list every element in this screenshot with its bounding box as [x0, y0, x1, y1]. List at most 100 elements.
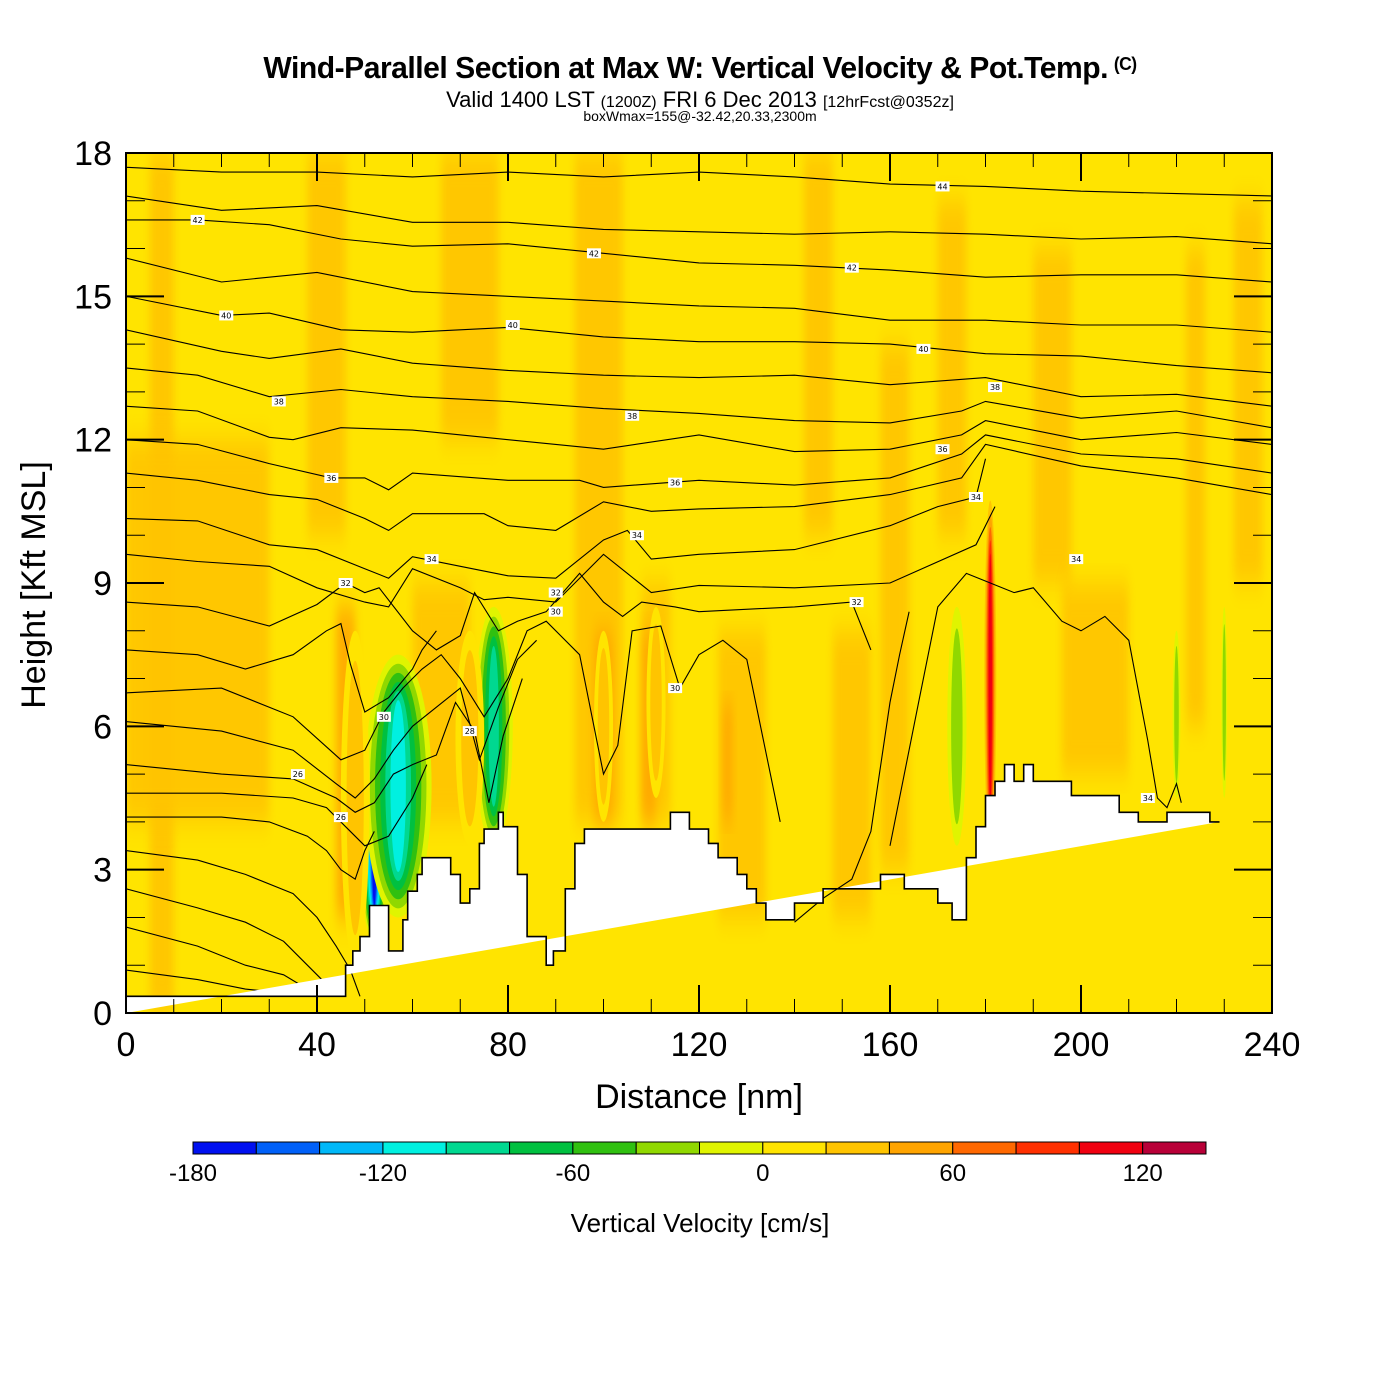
contour-label: 44	[935, 181, 950, 192]
contour-label-bg	[935, 181, 950, 192]
contour-label: 40	[916, 343, 931, 354]
colorbar-tick-label: 120	[1123, 1160, 1163, 1187]
isentrope-42	[126, 219, 1272, 283]
x-tick-label: 80	[489, 1026, 527, 1064]
contour-label-bg	[988, 382, 1003, 393]
colorbar-title: Vertical Velocity [cm/s]	[571, 1208, 830, 1238]
contour-label-text: 34	[1071, 555, 1081, 564]
colorbar-tick-label: -180	[169, 1160, 217, 1187]
velocity-stripes	[126, 153, 1263, 1013]
isentrope-27	[126, 764, 428, 847]
weak-updraft-stripe	[804, 153, 833, 536]
colorbar-bin	[825, 1141, 890, 1155]
contour-label: 38	[271, 396, 286, 407]
colorbar-bin	[192, 1141, 257, 1155]
contour-label: 26	[333, 812, 348, 823]
colorbar-bin	[445, 1141, 511, 1155]
x-tick-label: 160	[862, 1026, 919, 1064]
downdraft-stripe-6	[1172, 630, 1181, 799]
colorbar-tick-label: 60	[939, 1160, 966, 1187]
contour-label: 28	[462, 726, 477, 737]
contour-label-text: 44	[937, 182, 947, 191]
contour-label-text: 30	[670, 684, 680, 693]
valid-utc: (1200Z)	[600, 94, 657, 111]
colorbar-bin	[509, 1141, 574, 1155]
contour-label-bg	[219, 310, 234, 321]
y-tick-label: 18	[74, 135, 112, 173]
contour-label-text: 32	[851, 598, 861, 607]
velocity-band	[390, 700, 406, 872]
y-tick-label: 3	[93, 852, 112, 890]
isentrope-32	[126, 572, 872, 651]
contour-label: 32	[849, 597, 864, 608]
x-axis: 0 40 80 120 160 200 240	[117, 153, 1301, 1064]
contour-label-text: 42	[193, 216, 203, 225]
x-tick-label: 240	[1244, 1026, 1301, 1064]
contour-label: 42	[190, 214, 205, 225]
contour-label: 34	[1140, 793, 1155, 803]
contour-label: 36	[668, 477, 683, 488]
weak-updraft-stripe	[441, 153, 499, 440]
contour-label-text: 36	[670, 479, 680, 488]
contour-label: 34	[424, 554, 439, 565]
contour-label: 30	[668, 683, 683, 694]
contour-label-bg	[586, 248, 601, 259]
isentrope-41	[126, 257, 1272, 333]
contour-label-bg	[629, 530, 644, 541]
weak-updraft-stripe	[126, 439, 270, 822]
isentrope-30	[126, 620, 781, 823]
updraft-stripe-4	[646, 606, 666, 798]
contour-label-text: 38	[627, 412, 637, 421]
y-tick-label: 12	[74, 422, 112, 460]
contour-label-bg	[916, 343, 931, 354]
isentrope-29	[126, 639, 537, 799]
colorbar-bin	[1142, 1141, 1207, 1155]
colorbar-tick-label: 0	[756, 1160, 769, 1187]
contour-label: 42	[586, 248, 601, 259]
contour-label-text: 40	[918, 345, 928, 354]
contour-label-text: 38	[990, 383, 1000, 392]
contour-label-bg	[462, 726, 477, 737]
contour-label-text: 38	[274, 397, 284, 406]
max-updraft	[983, 487, 998, 870]
isentrope-37	[126, 405, 1272, 453]
contour-label-text: 28	[465, 727, 475, 736]
colorbar-bin	[762, 1141, 827, 1155]
contour-label-text: 30	[379, 713, 389, 722]
contour-label-text: 30	[551, 608, 561, 617]
contour-label: 34	[968, 492, 983, 502]
box-wmax-note: boxWmax=155@-32.42,20.33,2300m	[583, 108, 817, 124]
chart-subtitle: Valid 1400 LST (1200Z) FRI 6 Dec 2013 [1…	[0, 87, 1400, 113]
isentrope-34	[889, 572, 1182, 846]
contour-label: 36	[324, 472, 339, 483]
chart-title: Wind-Parallel Section at Max W: Vertical…	[21, 50, 1379, 86]
contour-label-text: 36	[937, 445, 947, 454]
contour-label: 26	[290, 769, 305, 780]
colorbar-bin	[699, 1141, 764, 1155]
velocity-band	[1174, 645, 1179, 783]
updraft-stripe-2	[455, 630, 485, 846]
contour-label-text: 40	[221, 311, 231, 320]
x-axis-title: Distance [nm]	[595, 1078, 803, 1116]
moderate-updraft-stripe	[722, 702, 733, 822]
colorbar-tick-label: -120	[359, 1160, 407, 1187]
y-tick-label: 6	[93, 708, 112, 746]
contour-label-text: 32	[551, 589, 561, 598]
velocity-band	[597, 647, 610, 805]
contour-label-bg	[271, 396, 286, 407]
contour-label: 30	[548, 606, 563, 617]
contour-label-bg	[668, 683, 683, 694]
isentrope-43	[126, 195, 1272, 245]
contour-label-bg	[290, 769, 305, 780]
velocity-band	[1222, 624, 1226, 781]
contour-label-bg	[548, 587, 563, 598]
contour-label: 40	[505, 320, 520, 330]
contour-label: 38	[988, 382, 1003, 393]
x-tick-label: 200	[1053, 1026, 1110, 1064]
contour-label-bg	[1069, 554, 1084, 565]
y-tick-label: 9	[93, 565, 112, 603]
colorbar: -180 -120 -60 0 60 120	[169, 1141, 1207, 1187]
weak-updraft-stripe	[1061, 583, 1129, 775]
contour-label-bg	[338, 578, 353, 588]
contour-label-bg	[505, 320, 520, 330]
